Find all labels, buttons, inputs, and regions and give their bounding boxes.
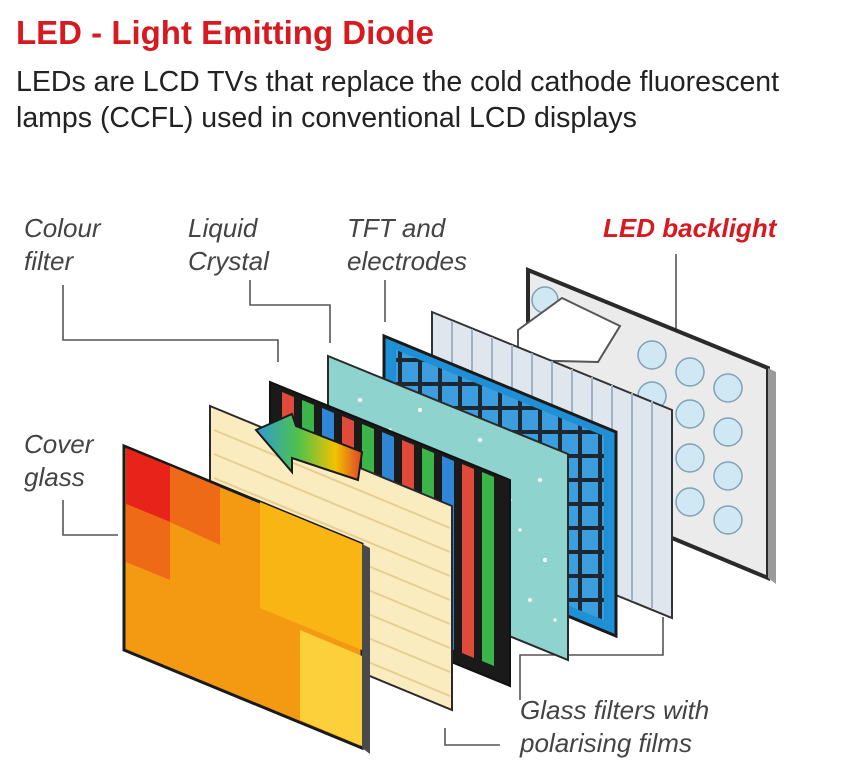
label-glass-filters-line2: polarising films — [520, 728, 692, 758]
label-cover-glass-line1: Cover — [24, 429, 94, 459]
label-cover-glass: Cover glass — [24, 428, 93, 494]
label-cover-glass-line2: glass — [24, 462, 85, 492]
label-glass-filters: Glass filters with polarising films — [520, 694, 709, 760]
diagram-subtitle: LEDs are LCD TVs that replace the cold c… — [16, 66, 780, 134]
label-liquid-crystal-line2: Crystal — [188, 246, 269, 276]
colour-arrow — [254, 412, 364, 482]
label-colour-filter-line1: Colour — [24, 213, 101, 243]
label-led-backlight: LED backlight — [603, 213, 777, 243]
label-colour-filter: Colour filter — [24, 212, 101, 278]
label-tft-electrodes: TFT and electrodes — [347, 212, 467, 278]
label-tft-line1: TFT and — [347, 213, 446, 243]
cover-glass-panel — [122, 443, 370, 754]
label-colour-filter-line2: filter — [24, 246, 74, 276]
label-liquid-crystal-line1: Liquid — [188, 213, 258, 243]
label-glass-filters-line1: Glass filters with — [520, 695, 710, 725]
label-liquid-crystal: Liquid Crystal — [188, 212, 269, 278]
label-tft-line2: electrodes — [347, 246, 467, 276]
diagram-title: LED - Light Emitting Diode — [16, 14, 434, 51]
